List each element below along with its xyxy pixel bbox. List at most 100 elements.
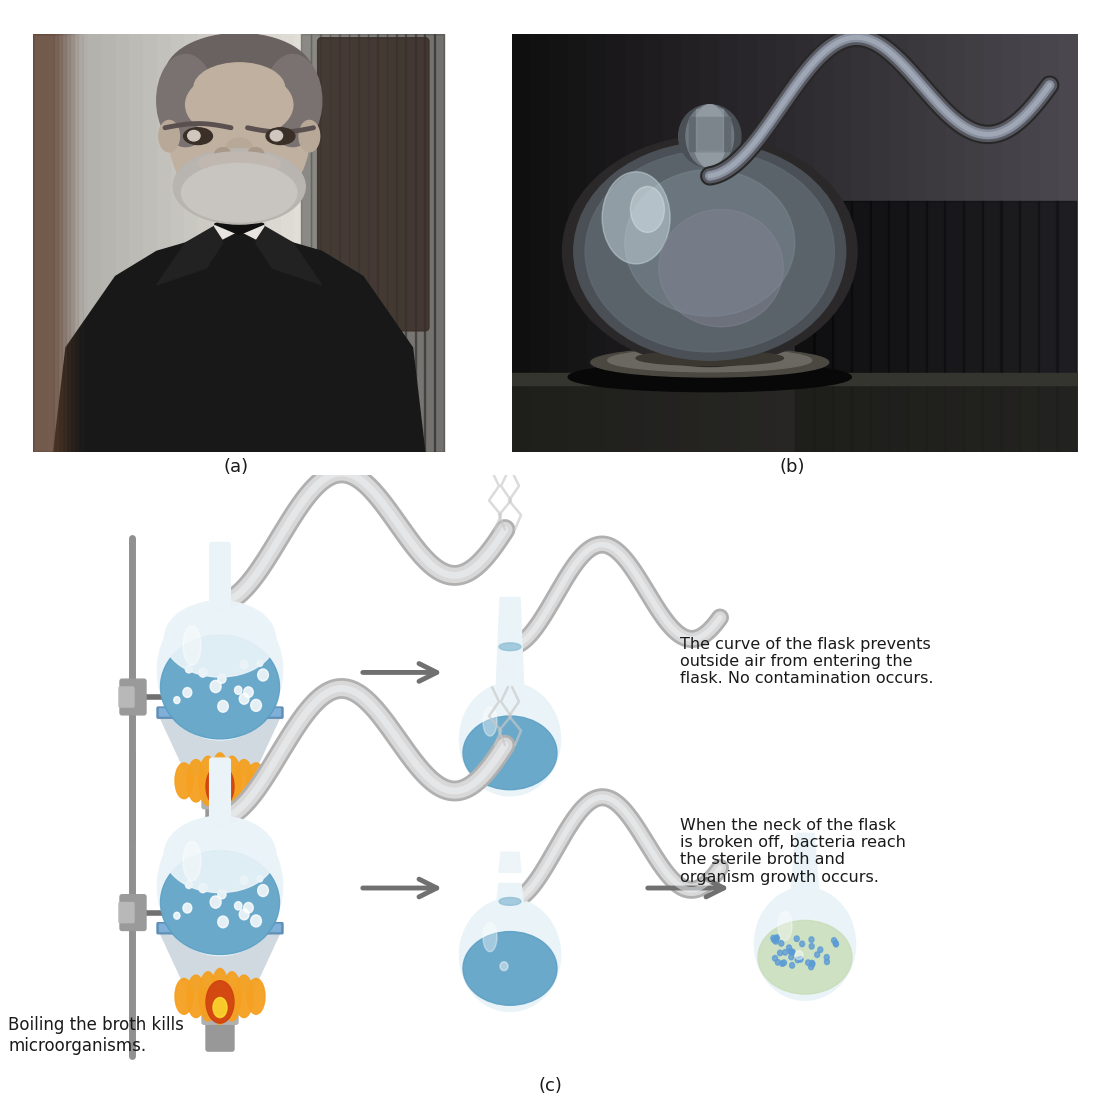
Bar <box>33 34 62 452</box>
Ellipse shape <box>630 187 664 232</box>
Bar <box>240 34 253 452</box>
Circle shape <box>808 964 814 970</box>
Bar <box>88 34 101 452</box>
Circle shape <box>790 949 795 955</box>
Ellipse shape <box>266 127 295 144</box>
Bar <box>1000 201 1020 452</box>
Circle shape <box>833 941 838 946</box>
Bar <box>330 34 340 452</box>
FancyBboxPatch shape <box>210 758 230 824</box>
Bar <box>549 34 568 452</box>
Circle shape <box>810 962 815 967</box>
Circle shape <box>771 935 775 941</box>
Bar <box>310 34 321 452</box>
Circle shape <box>257 876 263 882</box>
Circle shape <box>817 947 823 953</box>
Bar <box>46 34 60 452</box>
Circle shape <box>257 660 263 667</box>
Ellipse shape <box>602 172 670 264</box>
Circle shape <box>244 687 253 697</box>
Ellipse shape <box>758 920 852 994</box>
Circle shape <box>783 949 788 955</box>
Ellipse shape <box>158 601 282 739</box>
Ellipse shape <box>499 898 521 905</box>
Bar <box>869 201 890 452</box>
Bar <box>418 34 432 452</box>
Bar <box>889 34 909 452</box>
Text: (b): (b) <box>779 458 805 476</box>
Polygon shape <box>496 598 524 693</box>
Ellipse shape <box>175 763 192 799</box>
Ellipse shape <box>460 899 560 1011</box>
Bar <box>367 34 378 452</box>
Bar <box>738 34 757 452</box>
Ellipse shape <box>161 851 279 954</box>
Circle shape <box>199 884 207 892</box>
Bar <box>512 373 1078 385</box>
Ellipse shape <box>206 981 234 1023</box>
FancyBboxPatch shape <box>202 773 238 809</box>
Circle shape <box>257 669 268 681</box>
Ellipse shape <box>755 888 855 1000</box>
Circle shape <box>790 949 794 955</box>
Ellipse shape <box>693 105 727 168</box>
Bar <box>33 34 82 452</box>
Text: The curve of the flask prevents
outside air from entering the
flask. No contamin: The curve of the flask prevents outside … <box>680 637 934 687</box>
Circle shape <box>780 961 784 966</box>
Bar <box>587 34 606 452</box>
Bar <box>376 34 390 452</box>
FancyBboxPatch shape <box>120 895 146 930</box>
Bar <box>644 34 662 452</box>
Bar <box>280 34 295 452</box>
Text: When the neck of the flask
is broken off, bacteria reach
the sterile broth and
o: When the neck of the flask is broken off… <box>680 818 906 885</box>
Circle shape <box>251 915 262 927</box>
Ellipse shape <box>157 55 214 146</box>
Bar <box>682 34 701 452</box>
Ellipse shape <box>463 716 557 790</box>
Ellipse shape <box>585 151 835 352</box>
Bar <box>75 34 88 452</box>
Polygon shape <box>158 713 282 775</box>
Bar <box>814 34 833 452</box>
Circle shape <box>815 952 820 957</box>
Circle shape <box>183 904 191 913</box>
Circle shape <box>789 954 794 960</box>
Ellipse shape <box>210 175 268 226</box>
Bar <box>512 376 1078 452</box>
Circle shape <box>800 942 804 947</box>
Circle shape <box>218 889 226 899</box>
Circle shape <box>795 957 800 963</box>
Bar <box>390 34 405 452</box>
Bar <box>962 201 982 452</box>
Bar <box>530 34 549 452</box>
Circle shape <box>794 936 800 942</box>
Circle shape <box>786 945 792 951</box>
Circle shape <box>218 916 229 928</box>
Bar <box>1059 34 1078 452</box>
Ellipse shape <box>158 817 282 955</box>
Ellipse shape <box>271 131 283 141</box>
Ellipse shape <box>248 147 264 162</box>
Bar <box>425 34 435 452</box>
Circle shape <box>810 944 814 949</box>
Circle shape <box>240 909 249 919</box>
Ellipse shape <box>264 55 322 146</box>
Circle shape <box>186 665 192 672</box>
Ellipse shape <box>188 131 200 141</box>
Bar <box>295 34 308 452</box>
Ellipse shape <box>591 347 828 376</box>
Bar <box>625 34 644 452</box>
Bar <box>405 34 418 452</box>
Bar <box>339 34 350 452</box>
Ellipse shape <box>184 127 212 144</box>
Bar <box>927 34 946 452</box>
Bar <box>1056 201 1076 452</box>
Bar <box>909 34 927 452</box>
Bar <box>1002 34 1021 452</box>
Bar <box>851 34 870 452</box>
Ellipse shape <box>165 34 314 117</box>
Bar <box>568 34 587 452</box>
Bar <box>832 201 852 452</box>
Polygon shape <box>690 117 730 151</box>
FancyBboxPatch shape <box>206 800 234 836</box>
